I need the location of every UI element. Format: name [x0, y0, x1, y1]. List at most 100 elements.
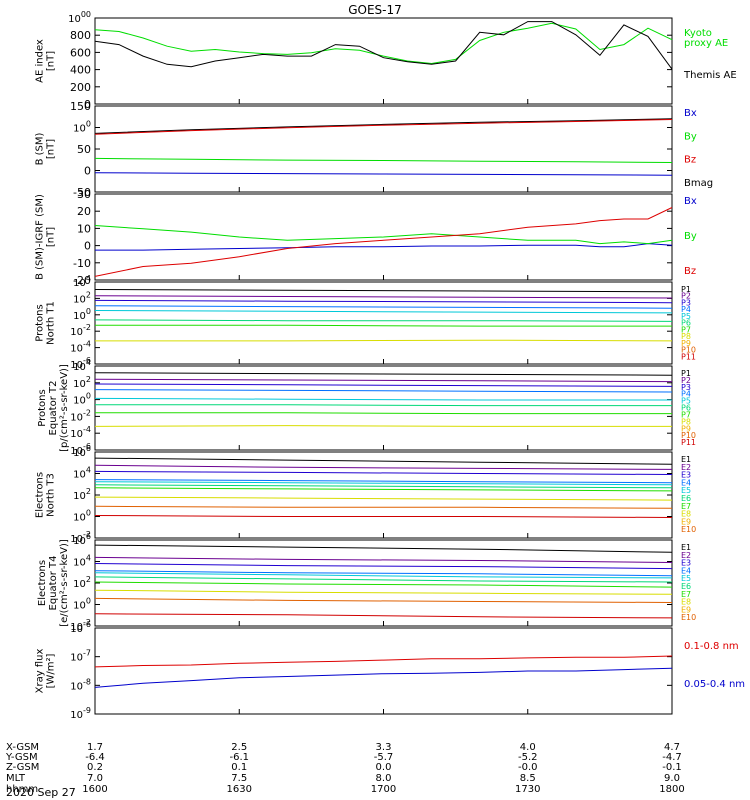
- series-line-P3: [94, 299, 673, 304]
- channel-label: P7: [681, 410, 691, 419]
- channel-label: P9: [681, 339, 691, 348]
- y-tick-label: 10-9: [70, 706, 91, 721]
- series-line-P8: [94, 425, 672, 427]
- orbit-row-label: hhmm: [6, 784, 38, 795]
- orbit-value: 0.2: [87, 762, 103, 773]
- series-line-Bz: [94, 119, 673, 135]
- panel-frame: [94, 365, 673, 451]
- panel-frame: [94, 451, 673, 539]
- figure-title: GOES-17: [348, 3, 402, 17]
- channel-label: P10: [681, 431, 696, 440]
- channel-label: E5: [681, 486, 691, 495]
- series-line-E2: [94, 556, 673, 563]
- channel-label: P8: [681, 332, 691, 341]
- y-tick-label: 10-6: [70, 620, 91, 635]
- orbit-value: 0.1: [231, 762, 247, 773]
- series-line-P4: [94, 389, 673, 393]
- legend-label: By: [684, 131, 697, 142]
- channel-label: E5: [681, 574, 691, 583]
- legend-label: Themis AE: [683, 70, 737, 81]
- y-tick-label: 106: [73, 532, 91, 547]
- legend-label: Bmag: [684, 178, 713, 189]
- y-axis-label: B (SM)-IGRF (SM): [35, 194, 46, 280]
- y-tick-label: 0: [84, 165, 91, 178]
- orbit-row-label: Y-GSM: [5, 752, 38, 763]
- channel-label: E8: [681, 510, 691, 519]
- y-axis-label: AE index: [35, 39, 46, 83]
- channel-label: P4: [681, 390, 691, 399]
- channel-label: P1: [681, 285, 691, 294]
- orbit-value: 1800: [659, 784, 684, 795]
- orbit-value: 9.0: [664, 773, 680, 784]
- y-tick-label: 400: [70, 64, 91, 77]
- series-line-By: [94, 157, 673, 163]
- channel-label: P2: [681, 292, 691, 301]
- channel-label: P1: [681, 369, 691, 378]
- series-line-P5: [94, 310, 673, 314]
- orbit-value: -0.0: [518, 762, 538, 773]
- orbit-value: -5.7: [374, 752, 394, 763]
- series-line-P7: [95, 324, 672, 327]
- y-tick-label: 10: [77, 222, 91, 235]
- series-line-E5: [94, 572, 673, 579]
- legend-label: Kyoto: [684, 28, 712, 39]
- channel-label: E9: [681, 517, 691, 526]
- channel-label: E7: [681, 502, 691, 511]
- channel-label: E4: [681, 478, 691, 487]
- orbit-value: 4.0: [520, 742, 536, 753]
- channel-label: E7: [681, 590, 691, 599]
- orbit-value: 2.5: [231, 742, 247, 753]
- series-line-Bx: [95, 243, 673, 251]
- series-line-E8: [94, 496, 673, 501]
- channel-label: E6: [681, 582, 691, 591]
- y-tick-label: 200: [70, 81, 91, 94]
- y-tick-label: 100: [73, 392, 91, 407]
- orbit-value: 8.0: [376, 773, 392, 784]
- channel-label: P10: [681, 346, 696, 355]
- series-line-P2: [94, 378, 673, 383]
- orbit-value: -4.7: [662, 752, 682, 763]
- series-line-Kyoto-proxy-AE: [94, 22, 673, 65]
- channel-label: P2: [681, 376, 691, 385]
- series-line-E5: [94, 481, 673, 486]
- channel-label: E4: [681, 566, 691, 575]
- channel-label: P5: [681, 397, 691, 406]
- legend-label: proxy AE: [684, 38, 728, 49]
- series-line-E6: [94, 484, 673, 489]
- y-tick-label: 102: [73, 487, 91, 502]
- series-line-P6: [95, 404, 672, 407]
- y-tick-label: 10-6: [70, 356, 91, 371]
- y-tick-label: 102: [73, 575, 91, 590]
- series-line-E9: [94, 597, 673, 603]
- y-tick-label: 30: [77, 188, 91, 201]
- y-tick-label: -50: [73, 186, 91, 199]
- y-tick-label: 150: [70, 100, 91, 113]
- series-line-E1: [94, 457, 673, 465]
- channel-label: P8: [681, 417, 691, 426]
- series-line-P5: [94, 397, 672, 401]
- date-label: 2020 Sep 27: [6, 786, 76, 799]
- y-tick-label: 100: [73, 307, 91, 322]
- series-line-Bz: [94, 207, 673, 277]
- series-line-Bmag: [94, 118, 673, 134]
- y-axis-label: Electrons: [35, 472, 46, 518]
- y-tick-label: 800: [70, 29, 91, 42]
- y-axis-label: B (SM): [35, 132, 46, 165]
- y-tick-label: 100: [73, 120, 91, 135]
- channel-label: P11: [681, 352, 696, 361]
- y-tick-label: 1000: [68, 10, 91, 25]
- channel-label: P3: [681, 383, 691, 392]
- channel-label: P9: [681, 424, 691, 433]
- channel-label: P6: [681, 404, 691, 413]
- series-line-E10: [94, 613, 673, 619]
- orbit-value: 7.5: [231, 773, 247, 784]
- series-line-P1: [94, 372, 673, 376]
- legend-label: Bx: [684, 196, 697, 207]
- legend-label: 0.1-0.8 nm: [684, 641, 739, 652]
- y-tick-label: -10: [73, 257, 91, 270]
- y-axis-label: Xray flux: [35, 649, 46, 694]
